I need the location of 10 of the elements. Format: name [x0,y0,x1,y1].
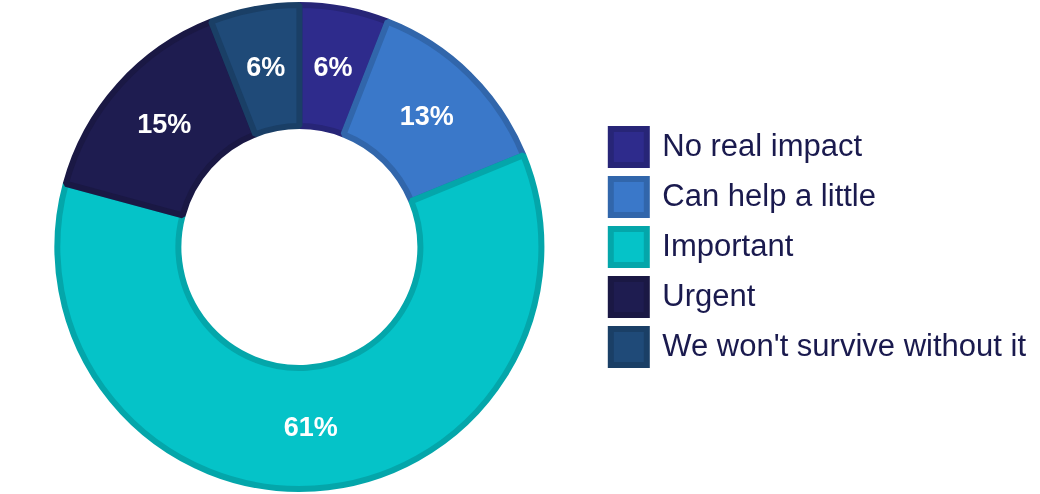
legend-label: Can help a little [662,177,876,213]
data-label: 6% [246,52,286,83]
data-label: 15% [137,109,192,140]
legend-label: Urgent [662,277,756,313]
legend-label: We won't survive without it [662,327,1027,363]
legend-label: Important [662,227,794,263]
data-label: 13% [399,101,454,132]
legend-label: No real impact [662,127,863,163]
data-label: 6% [313,52,353,83]
data-label: 61% [283,411,338,442]
